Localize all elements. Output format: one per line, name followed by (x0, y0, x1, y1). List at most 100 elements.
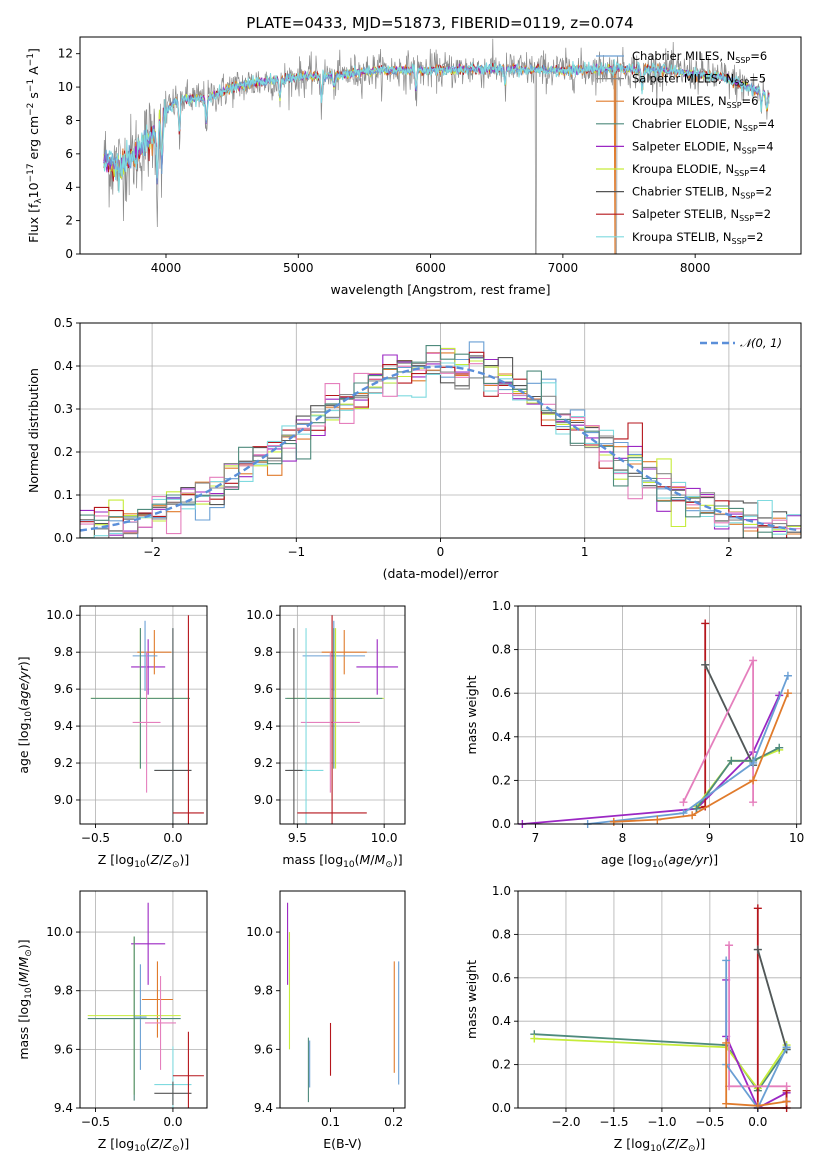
weight-marker (775, 743, 784, 752)
weight-line-pink (682, 660, 754, 803)
weight-marker (692, 804, 701, 813)
x-axis-label: wavelength [Angstrom, rest frame] (330, 282, 550, 297)
x-tick-label: 7 (532, 831, 540, 845)
y-tick-label: 0.1 (54, 488, 73, 502)
spectrum-panel: 4000 5000 6000 7000 8000 0 2 4 6 8 10 12 wavelength … (26, 36, 802, 297)
legend-entry: Kroupa STELIB, NSSP=2 (632, 230, 763, 246)
y-tick-label: 0.2 (492, 1058, 511, 1072)
x-tick-label: −0.5 (81, 831, 110, 845)
y-tick-label: 9.2 (254, 756, 273, 770)
y-tick-label: 0.4 (492, 1014, 511, 1028)
y-tick-label: 9.8 (54, 984, 73, 998)
x-tick-label: 8000 (680, 261, 711, 275)
y-tick-label: 9.8 (254, 984, 273, 998)
x-tick-label: 1 (581, 545, 589, 559)
x-tick-label: −1.0 (647, 1115, 676, 1129)
axes-frame (517, 890, 802, 1109)
y-axis-label: Flux [fλ10−17 erg cm−2 s−1 A−1] (26, 48, 44, 243)
weight-line-chabrier_elodie (534, 1033, 788, 1093)
x-tick-label: −1.5 (599, 1115, 628, 1129)
axis-label: Z [log10(Z/Z⊙)] (98, 1136, 190, 1154)
weight-marker (782, 1082, 791, 1091)
y-tick-label: 0.6 (492, 686, 511, 700)
x-tick-label: 10 (789, 831, 804, 845)
legend-entry: Salpeter MILES, NSSP=5 (632, 72, 766, 88)
y-tick-label: 9.4 (254, 1101, 273, 1115)
weight-line-chabrier_miles (587, 675, 789, 825)
legend-entry: Kroupa MILES, NSSP=6 (632, 94, 758, 110)
weight-line-salpeter_stelib (696, 623, 707, 810)
x-axis-label: (data-model)/error (383, 566, 500, 581)
axis-label: mass [log10(M/M⊙)] (282, 852, 402, 870)
weight-marker (782, 1097, 791, 1106)
spectrum-lines (103, 38, 770, 254)
weight-marker (530, 1034, 539, 1043)
x-tick-label: 0 (437, 545, 445, 559)
x-tick-label: −2.0 (551, 1115, 580, 1129)
weight-line-salpeter_elodie (522, 695, 781, 825)
y-tick-label: 9.8 (254, 645, 273, 659)
axis-label: Z [log10(Z/Z⊙)] (98, 852, 190, 870)
y-tick-label: 4 (65, 180, 73, 194)
y-tick-label: 10.0 (46, 925, 73, 939)
weight-line-kroupa_elodie (534, 1037, 788, 1091)
weight-marker (727, 756, 736, 765)
weight-line-chabrier_elodie (695, 746, 780, 810)
legend-entry: Chabrier MILES, NSSP=6 (632, 49, 767, 65)
axes-frame (517, 605, 802, 825)
weight-marker (782, 1043, 791, 1052)
weight-marker (783, 689, 792, 698)
legend-entry: Chabrier ELODIE, NSSP=4 (632, 117, 775, 133)
residuals-panel: −2 −1 0 1 2 0.0 0.1 0.2 0.3 0.4 0.5 (data-model)/er… (26, 316, 802, 581)
x-tick-label: 8 (619, 831, 627, 845)
x-tick-label: 0.0 (163, 1115, 182, 1129)
y-tick-label: 0.6 (492, 971, 511, 985)
y-tick-label: 12 (58, 47, 73, 61)
weight-line-kroupa_elodie (695, 749, 780, 808)
legend-entry: Salpeter STELIB, NSSP=2 (632, 207, 771, 223)
y-axis-label: mass weight (464, 675, 479, 754)
x-tick-label: 5000 (283, 261, 314, 275)
weight-marker (749, 798, 758, 807)
legend-entry: Chabrier STELIB, NSSP=2 (632, 185, 772, 201)
x-tick-label: 9.5 (288, 831, 307, 845)
weight-marker (749, 656, 758, 665)
axes-frame (279, 890, 406, 1109)
axis-label: mass [log10(M/M⊙)] (16, 939, 34, 1059)
y-tick-label: 10.0 (46, 608, 73, 622)
x-tick-label: 0.2 (384, 1115, 403, 1129)
mass_vs_ebv-panel: 0.1 0.2 9.4 9.6 9.8 10.0 E(B-V) (246, 890, 406, 1151)
weight-marker (749, 776, 758, 785)
y-tick-label: 0.0 (492, 817, 511, 831)
y-tick-label: 10.0 (246, 608, 273, 622)
weight-marker (753, 904, 762, 913)
age_vs_mass-panel: 9.5 10.0 9.0 9.2 9.4 9.6 9.8 10.0 mass [log10(M/… (246, 605, 406, 870)
weight-line-chabrier_stelib (756, 949, 788, 1050)
weight-marker (722, 1099, 731, 1108)
x-tick-label: 0.1 (321, 1115, 340, 1129)
mass_vs_Z-panel: −0.5 0.0 9.4 9.6 9.8 10.0 Z [log10(Z/Z⊙)] mass … (16, 890, 208, 1154)
y-tick-label: 0.5 (54, 316, 73, 330)
y-tick-label: 0.0 (492, 1101, 511, 1115)
y-tick-label: 0.8 (492, 643, 511, 657)
y-tick-label: 10.0 (246, 925, 273, 939)
y-tick-label: 0.2 (54, 445, 73, 459)
x-axis-label: E(B-V) (323, 1136, 362, 1151)
y-tick-label: 9.4 (254, 719, 273, 733)
weight-marker (701, 619, 710, 628)
x-tick-label: −0.5 (695, 1115, 724, 1129)
weight-marker (609, 817, 618, 826)
y-tick-label: 0.4 (492, 730, 511, 744)
legend-entry: Salpeter ELODIE, NSSP=4 (632, 139, 774, 155)
axis-label: Z [log10(Z/Z⊙)] (614, 1136, 706, 1154)
weight-marker (722, 956, 731, 965)
weight-marker (653, 815, 662, 824)
weight-marker (688, 811, 697, 820)
y-tick-label: 9.2 (54, 756, 73, 770)
weight-marker (783, 671, 792, 680)
weight-marker (749, 758, 758, 767)
x-tick-label: 7000 (548, 261, 579, 275)
y-tick-label: 9.6 (54, 682, 73, 696)
y-tick-label: 0.8 (492, 927, 511, 941)
y-tick-label: 6 (65, 147, 73, 161)
